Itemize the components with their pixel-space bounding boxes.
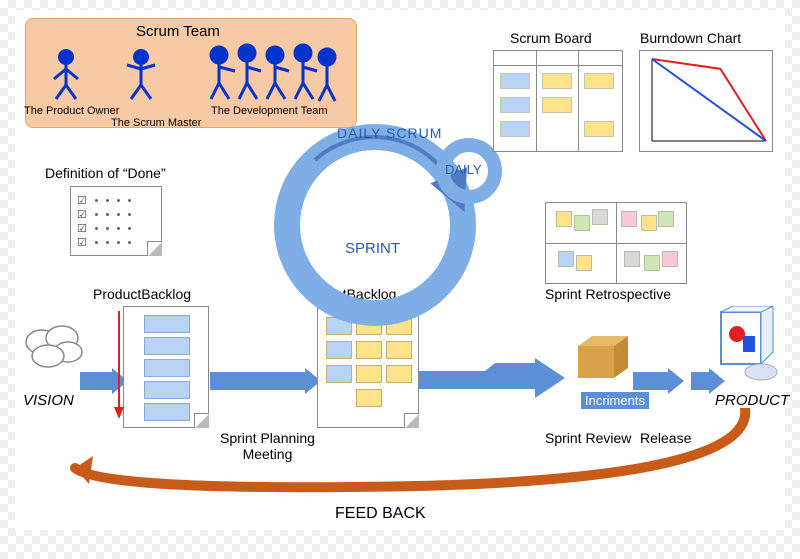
sprint-label: SPRINT (345, 240, 400, 257)
scrum-board-label: Scrum Board (510, 30, 592, 46)
retro-board (545, 202, 687, 284)
increments-box-icon (570, 328, 638, 383)
product-owner-icon (46, 47, 86, 102)
increments-label: Incriments (581, 392, 649, 409)
product-backlog-label: ProductBacklog (93, 286, 191, 302)
burndown-label: Burndown Chart (640, 30, 741, 46)
burndown-chart (639, 50, 773, 152)
scrum-team-title: Scrum Team (136, 23, 220, 40)
arrow-sb-inc (415, 368, 565, 394)
dod-label: Definition of “Done” (45, 165, 166, 181)
feedback-arrow (35, 408, 765, 508)
scrum-board (493, 50, 623, 152)
product-label: PRODUCT (715, 392, 789, 409)
scrum-diagram: Scrum Team The Product Owner (15, 10, 785, 530)
scrum-master-icon (121, 47, 161, 102)
product-box-icon (715, 306, 781, 384)
scrum-master-label: The Scrum Master (111, 117, 201, 129)
arrow-inc-rel (633, 368, 684, 394)
arrow-pb-sb (210, 368, 321, 394)
feedback-label: FEED BACK (335, 505, 426, 523)
product-owner-label: The Product Owner (24, 105, 119, 117)
daily-label: DAILY (445, 162, 482, 177)
retro-label: Sprint Retrospective (545, 286, 671, 302)
dev-team-icon (201, 43, 341, 105)
daily-scrum-label: DAILY SCRUM (337, 125, 442, 141)
vision-label: VISION (23, 392, 74, 409)
dod-doc: ☑☑☑☑ (70, 186, 162, 256)
priority-arrow-icon (112, 311, 126, 421)
vision-cloud-icon (20, 320, 90, 375)
scrum-team-box: Scrum Team The Product Owner (25, 18, 357, 128)
